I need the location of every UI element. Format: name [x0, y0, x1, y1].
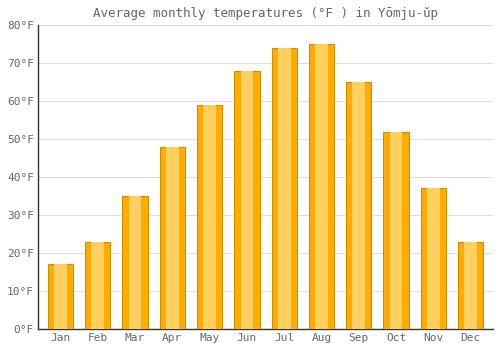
Title: Average monthly temperatures (°F ) in Yōmju-ŭp: Average monthly temperatures (°F ) in Yō… — [93, 7, 438, 20]
Bar — [272, 48, 297, 329]
Bar — [384, 132, 409, 329]
Bar — [309, 44, 334, 329]
Bar — [240, 71, 254, 329]
Bar — [315, 44, 328, 329]
Bar — [346, 82, 372, 329]
Bar — [197, 105, 222, 329]
Bar — [352, 82, 365, 329]
Bar — [464, 241, 477, 329]
Bar — [420, 188, 446, 329]
Bar — [427, 188, 440, 329]
Bar — [160, 147, 185, 329]
Bar — [54, 264, 67, 329]
Bar — [48, 264, 73, 329]
Bar — [128, 196, 141, 329]
Bar — [122, 196, 148, 329]
Bar — [166, 147, 178, 329]
Bar — [85, 241, 110, 329]
Bar — [458, 241, 483, 329]
Bar — [92, 241, 104, 329]
Bar — [278, 48, 290, 329]
Bar — [390, 132, 402, 329]
Bar — [204, 105, 216, 329]
Bar — [234, 71, 260, 329]
